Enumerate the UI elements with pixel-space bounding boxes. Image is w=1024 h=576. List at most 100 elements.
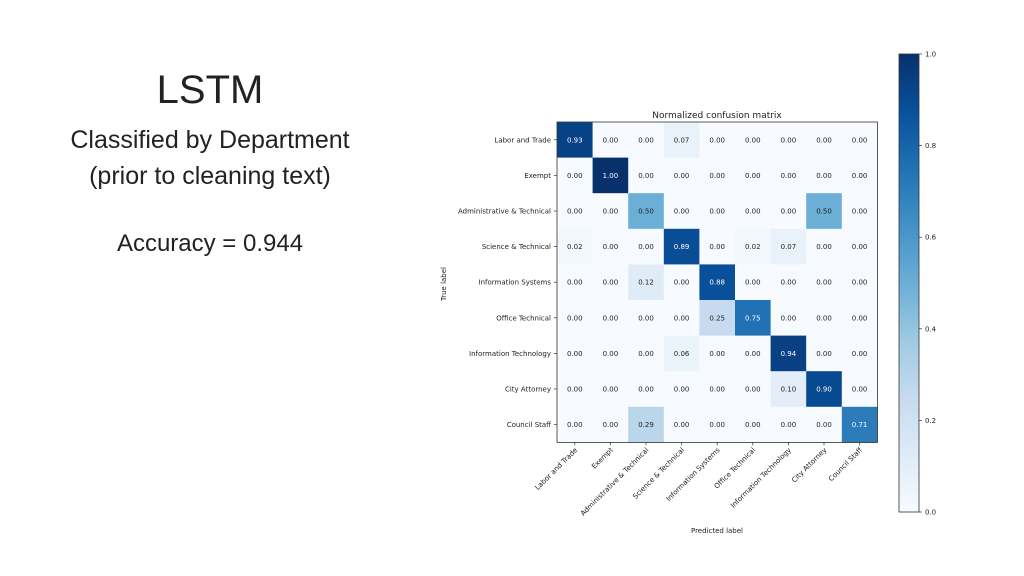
matrix-cell — [699, 406, 736, 443]
cell-value-label: 0.00 — [781, 421, 797, 429]
matrix-cell — [770, 122, 807, 158]
y-tick-label: Information Technology — [469, 350, 551, 358]
cell-value-label: 0.00 — [567, 279, 583, 287]
cell-value-label: 0.00 — [852, 314, 868, 322]
colorbar-tick-label: 0.8 — [925, 142, 936, 150]
matrix-cell — [592, 264, 629, 301]
matrix-cell — [770, 157, 807, 194]
cell-value-label: 0.02 — [567, 243, 583, 251]
matrix-cell — [735, 335, 771, 372]
matrix-cell — [557, 406, 593, 443]
matrix-cell — [699, 122, 736, 158]
cell-value-label: 0.00 — [674, 314, 690, 322]
matrix-cell — [699, 264, 736, 301]
matrix-cell — [841, 300, 878, 336]
cell-value-label: 0.00 — [745, 172, 761, 180]
matrix-cell — [663, 228, 700, 265]
cell-value-label: 0.71 — [852, 421, 868, 429]
cell-value-label: 0.00 — [638, 386, 654, 394]
cell-value-label: 0.00 — [781, 172, 797, 180]
matrix-cell — [841, 228, 878, 265]
y-axis-label: True label — [440, 267, 448, 302]
slide-subtitle-line2: (prior to cleaning text) — [89, 162, 331, 190]
x-tick-label: Exempt — [590, 446, 615, 471]
cell-value-label: 0.00 — [745, 386, 761, 394]
matrix-cell — [770, 371, 807, 408]
cell-value-label: 0.00 — [852, 208, 868, 216]
matrix-cell — [841, 157, 878, 194]
matrix-cell — [841, 335, 878, 372]
cell-value-label: 0.00 — [816, 421, 832, 429]
cell-value-label: 0.00 — [781, 314, 797, 322]
matrix-cell — [770, 228, 807, 265]
matrix-cell — [557, 193, 593, 230]
matrix-cell — [735, 193, 771, 230]
cell-value-label: 0.00 — [709, 421, 725, 429]
matrix-cell — [699, 335, 736, 372]
matrix-cell — [628, 371, 665, 408]
cell-value-label: 0.00 — [603, 136, 619, 144]
matrix-cell — [735, 122, 771, 158]
matrix-cell — [557, 300, 593, 336]
cell-value-label: 0.00 — [674, 172, 690, 180]
matrix-cell — [663, 122, 700, 158]
y-tick-label: Science & Technical — [482, 243, 551, 251]
matrix-cell — [770, 193, 807, 230]
y-tick-label: Council Staff — [507, 421, 551, 429]
cell-value-label: 0.00 — [745, 350, 761, 358]
slide-title: LSTM — [156, 68, 264, 112]
colorbar-tick-label: 0.0 — [925, 509, 936, 517]
cell-value-label: 0.06 — [674, 350, 690, 358]
matrix-cell — [663, 193, 700, 230]
cell-value-label: 0.00 — [674, 208, 690, 216]
matrix-cell — [806, 122, 843, 158]
cell-value-label: 0.00 — [852, 243, 868, 251]
matrix-cell — [557, 371, 593, 408]
cell-value-label: 0.94 — [781, 350, 797, 358]
cell-value-label: 0.00 — [603, 350, 619, 358]
cell-value-label: 0.00 — [709, 243, 725, 251]
cell-value-label: 0.25 — [709, 314, 725, 322]
cell-value-label: 0.75 — [745, 314, 761, 322]
cell-value-label: 0.00 — [816, 314, 832, 322]
colorbar-tick-label: 1.0 — [925, 51, 936, 59]
cell-value-label: 0.00 — [638, 136, 654, 144]
x-tick-label: Labor and Trade — [534, 446, 580, 492]
matrix-cell — [557, 264, 593, 301]
cell-value-label: 0.00 — [603, 279, 619, 287]
cell-value-label: 0.29 — [638, 421, 654, 429]
cell-value-label: 0.00 — [638, 350, 654, 358]
matrix-cell — [841, 193, 878, 230]
cell-value-label: 0.89 — [674, 243, 690, 251]
colorbar — [898, 53, 920, 513]
matrix-cell — [592, 371, 629, 408]
matrix-cell — [557, 122, 593, 158]
matrix-cell — [628, 157, 665, 194]
cell-value-label: 0.10 — [781, 386, 797, 394]
cell-value-label: 0.00 — [816, 350, 832, 358]
matrix-cell — [557, 335, 593, 372]
matrix-cell — [735, 157, 771, 194]
matrix-cell — [663, 157, 700, 194]
cell-value-label: 0.00 — [567, 172, 583, 180]
x-tick-label: Administrative & Technical — [579, 446, 650, 517]
y-tick-label: Administrative & Technical — [458, 208, 551, 216]
matrix-cell — [806, 157, 843, 194]
matrix-cell — [628, 335, 665, 372]
matrix-cell — [735, 228, 771, 265]
matrix-cell — [699, 300, 736, 336]
cell-value-label: 0.00 — [852, 136, 868, 144]
matrix-cell — [663, 406, 700, 443]
cell-value-label: 0.00 — [638, 172, 654, 180]
cell-value-label: 0.93 — [567, 136, 583, 144]
matrix-cell — [806, 335, 843, 372]
matrix-cell — [628, 300, 665, 336]
matrix-cell — [663, 300, 700, 336]
matrix-cell — [592, 157, 629, 194]
cell-value-label: 0.00 — [674, 386, 690, 394]
cell-value-label: 0.00 — [781, 279, 797, 287]
y-tick-label: Information Systems — [479, 279, 552, 287]
cell-value-label: 0.00 — [852, 350, 868, 358]
cell-value-label: 0.00 — [816, 243, 832, 251]
cell-value-label: 0.00 — [567, 208, 583, 216]
